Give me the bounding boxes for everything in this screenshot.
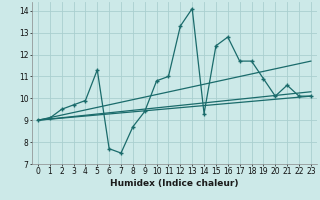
X-axis label: Humidex (Indice chaleur): Humidex (Indice chaleur) xyxy=(110,179,239,188)
